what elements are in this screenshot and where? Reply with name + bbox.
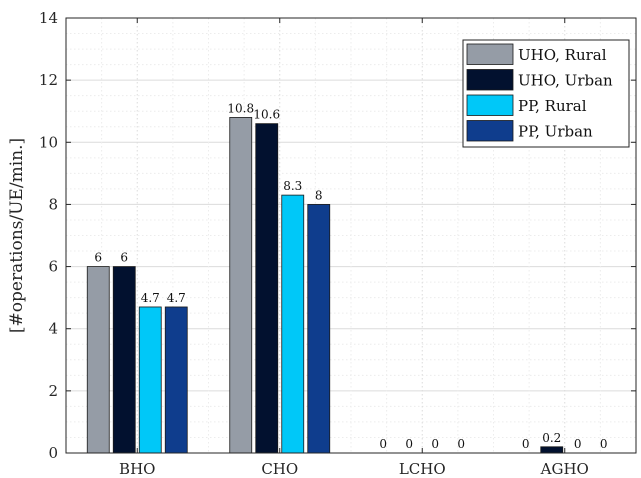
y-tick-label: 0 [48,444,58,462]
bar [255,123,279,454]
y-tick-label: 8 [48,195,58,213]
data-label: 10.6 [253,108,280,122]
bar [229,117,253,454]
data-label: 0.2 [542,431,561,445]
x-axis: BHO CHO LCHO AGHO [119,18,589,478]
data-label: 10.8 [227,101,254,115]
x-tick-label: CHO [261,460,298,478]
legend-label: UHO, Urban [518,72,613,90]
bar [164,306,188,454]
y-tick-label: 12 [39,71,58,89]
y-axis: 0 2 4 6 8 10 12 14 [39,9,636,462]
y-tick-label: 10 [39,133,58,151]
data-label: 6 [94,251,102,265]
legend-swatch [466,120,514,142]
data-label: 4.7 [141,291,160,305]
data-labels: 6 6 4.7 4.7 10.8 10.6 8.3 8 0 0 0 0 0 0.2 0 0 [94,101,607,451]
legend-swatch [466,43,514,65]
bar [307,204,331,454]
legend-label: PP, Rural [518,97,587,115]
legend: UHO, Rural UHO, Urban PP, Rural PP, Urban [462,39,630,148]
y-tick-label: 6 [48,258,58,276]
data-label: 0 [522,437,530,451]
x-tick-label: BHO [119,460,155,478]
x-tick-label: AGHO [540,460,589,478]
data-label: 0 [379,437,387,451]
y-tick-label: 14 [39,9,58,27]
bar [138,306,162,454]
data-label: 0 [457,437,465,451]
plot-frame [65,17,637,454]
data-label: 0 [600,437,608,451]
y-tick-label: 4 [48,320,58,338]
data-label: 6 [120,251,128,265]
data-label: 8.3 [283,179,302,193]
y-tick-label: 2 [48,382,58,400]
data-label: 0 [431,437,439,451]
y-axis-label: [#operations/UE/min.] [7,138,27,333]
bars [86,117,564,454]
data-label: 0 [405,437,413,451]
x-tick-label: LCHO [399,460,446,478]
data-label: 8 [315,188,323,202]
legend-items: UHO, Rural UHO, Urban PP, Rural PP, Urban [466,43,613,142]
legend-swatch [466,69,514,91]
bar [112,266,136,454]
legend-swatch [466,94,514,116]
data-label: 4.7 [167,291,186,305]
legend-label: PP, Urban [518,123,593,141]
bar [281,194,305,454]
data-label: 0 [574,437,582,451]
legend-label: UHO, Rural [518,46,607,64]
bar [86,266,110,454]
bar [540,446,564,454]
